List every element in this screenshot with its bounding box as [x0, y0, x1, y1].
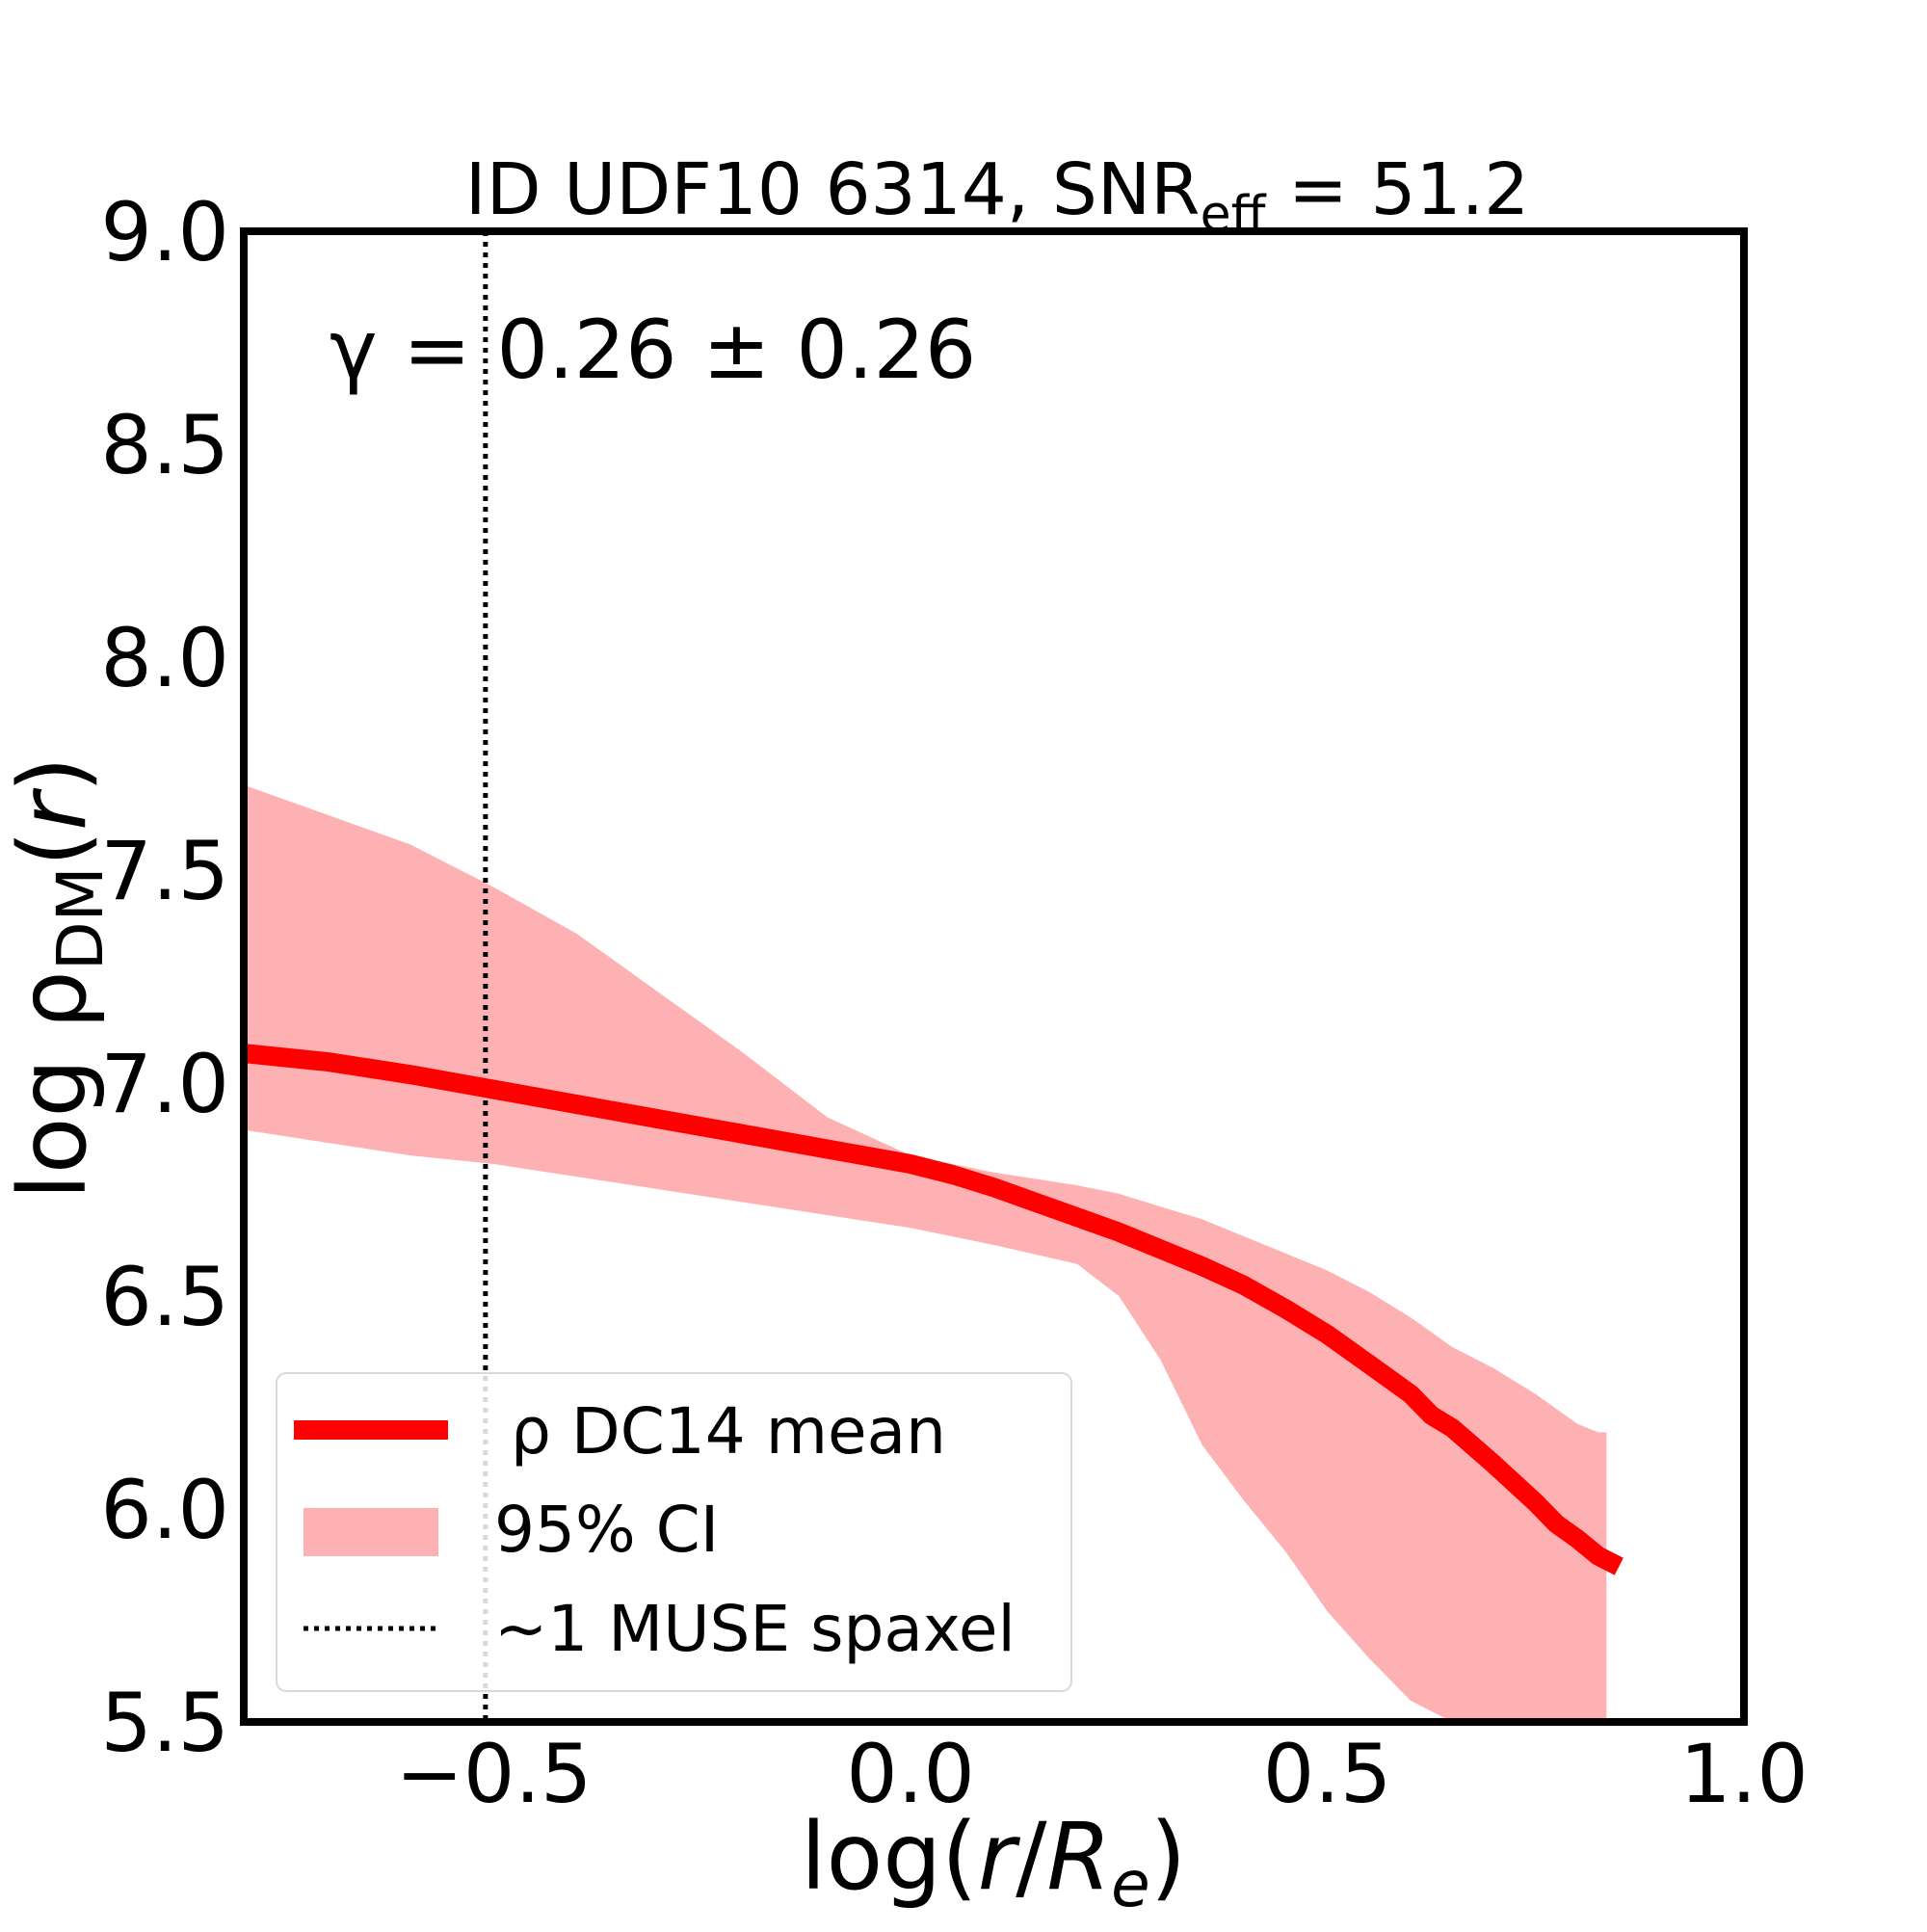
ci-band-layer — [244, 784, 1607, 1722]
legend-spaxel-label: ~1 MUSE spaxel — [494, 1592, 1016, 1666]
gamma-annotation: γ = 0.26 ± 0.26 — [330, 303, 976, 397]
x-tick-label: 0.0 — [846, 1727, 975, 1821]
x-tick-label: 0.5 — [1263, 1727, 1392, 1821]
y-tick-label: 5.5 — [100, 1676, 229, 1770]
legend-ci-label: 95% CI — [494, 1493, 719, 1567]
y-axis-ticks: 5.5 6.0 6.5 7.0 7.5 8.0 8.5 9.0 — [100, 185, 229, 1770]
chart-title: ID UDF10 6314, SNReff = 51.2 — [465, 148, 1530, 244]
legend-frame — [276, 1372, 1072, 1692]
legend-ci-swatch — [304, 1508, 438, 1556]
x-tick-label: −0.5 — [396, 1727, 593, 1821]
y-tick-label: 8.0 — [100, 611, 229, 705]
y-axis-label: log ρDM(r) — [0, 756, 118, 1200]
y-tick-label: 7.0 — [100, 1037, 229, 1131]
plot-frame — [240, 227, 1748, 1726]
legend: ρ DC14 mean 95% CI ~1 MUSE spaxel — [276, 1372, 1072, 1692]
y-tick-label: 7.5 — [100, 824, 229, 918]
mean-line-layer — [242, 1044, 1623, 1575]
x-tick-label: 1.0 — [1679, 1727, 1808, 1821]
legend-mean-label: ρ DC14 mean — [511, 1394, 946, 1469]
mean-line — [242, 1044, 1623, 1575]
x-axis-label: log(r/Re) — [801, 1803, 1186, 1921]
y-tick-label: 6.0 — [100, 1463, 229, 1557]
ci-band — [244, 784, 1607, 1722]
y-tick-label: 6.5 — [100, 1250, 229, 1344]
y-tick-label: 9.0 — [100, 185, 229, 279]
y-tick-label: 8.5 — [100, 398, 229, 492]
x-axis-ticks: −0.5 0.0 0.5 1.0 — [396, 1727, 1808, 1821]
